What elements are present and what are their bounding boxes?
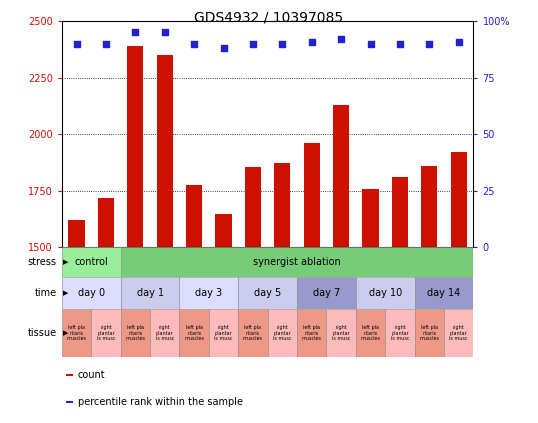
- Point: [102, 41, 110, 47]
- Bar: [392, 177, 408, 423]
- Bar: [66, 374, 73, 376]
- Bar: [186, 185, 202, 423]
- Bar: [157, 55, 173, 423]
- Text: left pla
ntaris
muscles: left pla ntaris muscles: [302, 325, 322, 341]
- Text: GSM1144760: GSM1144760: [279, 250, 285, 297]
- Text: day 7: day 7: [313, 288, 340, 298]
- Text: GSM1144755: GSM1144755: [74, 250, 80, 296]
- Bar: [356, 309, 385, 357]
- Text: right
plantar
is musc: right plantar is musc: [332, 325, 350, 341]
- Text: GDS4932 / 10397085: GDS4932 / 10397085: [194, 11, 344, 25]
- Text: GSM1144762: GSM1144762: [338, 250, 344, 297]
- Text: right
plantar
is musc: right plantar is musc: [391, 325, 409, 341]
- Bar: [180, 309, 209, 357]
- Bar: [245, 167, 261, 423]
- Text: left pla
ntaris
muscles: left pla ntaris muscles: [125, 325, 145, 341]
- Text: synergist ablation: synergist ablation: [253, 257, 341, 267]
- Bar: [415, 309, 444, 357]
- Bar: [98, 198, 114, 423]
- Bar: [297, 309, 327, 357]
- Bar: [385, 309, 415, 357]
- Bar: [68, 220, 84, 423]
- Point: [455, 38, 463, 45]
- Text: left pla
ntaris
muscles: left pla ntaris muscles: [184, 325, 204, 341]
- Text: GSM1144757: GSM1144757: [132, 250, 138, 297]
- Text: right
plantar
is musc: right plantar is musc: [155, 325, 174, 341]
- Text: percentile rank within the sample: percentile rank within the sample: [77, 397, 243, 407]
- Text: ▶: ▶: [63, 330, 68, 336]
- Point: [395, 41, 404, 47]
- Text: GSM1144766: GSM1144766: [456, 250, 462, 297]
- Text: count: count: [77, 370, 105, 379]
- Text: right
plantar
is musc: right plantar is musc: [273, 325, 292, 341]
- Bar: [121, 309, 150, 357]
- Text: GSM1144765: GSM1144765: [367, 250, 373, 297]
- Text: left pla
ntaris
muscles: left pla ntaris muscles: [243, 325, 263, 341]
- Bar: [62, 309, 91, 357]
- Bar: [267, 309, 297, 357]
- Text: left pla
ntaris
muscles: left pla ntaris muscles: [360, 325, 380, 341]
- Text: time: time: [34, 288, 56, 298]
- Bar: [421, 166, 437, 423]
- Text: ▶: ▶: [63, 259, 68, 265]
- Text: day 1: day 1: [137, 288, 164, 298]
- Text: ▶: ▶: [63, 290, 68, 296]
- Bar: [238, 309, 268, 357]
- Bar: [180, 277, 238, 309]
- Bar: [363, 189, 379, 423]
- Text: day 5: day 5: [254, 288, 281, 298]
- Point: [190, 41, 199, 47]
- Bar: [150, 309, 180, 357]
- Bar: [62, 277, 121, 309]
- Text: left pla
ntaris
muscles: left pla ntaris muscles: [67, 325, 87, 341]
- Bar: [297, 277, 356, 309]
- Bar: [356, 277, 415, 309]
- Bar: [274, 162, 291, 423]
- Bar: [327, 309, 356, 357]
- Point: [249, 41, 257, 47]
- Bar: [333, 105, 349, 423]
- Bar: [91, 309, 121, 357]
- Text: GSM1144756: GSM1144756: [162, 250, 168, 297]
- Bar: [209, 309, 238, 357]
- Text: right
plantar
is musc: right plantar is musc: [97, 325, 115, 341]
- Text: control: control: [74, 257, 108, 267]
- Text: day 0: day 0: [77, 288, 105, 298]
- Point: [366, 41, 375, 47]
- Text: GSM1144767: GSM1144767: [426, 250, 433, 297]
- Text: GSM1144764: GSM1144764: [397, 250, 403, 297]
- Text: right
plantar
is musc: right plantar is musc: [449, 325, 468, 341]
- Point: [307, 38, 316, 45]
- Text: day 14: day 14: [427, 288, 461, 298]
- Bar: [121, 277, 180, 309]
- Text: day 3: day 3: [195, 288, 222, 298]
- Point: [220, 45, 228, 52]
- Point: [278, 41, 287, 47]
- Text: tissue: tissue: [27, 328, 56, 338]
- Text: GSM1144754: GSM1144754: [103, 250, 109, 296]
- Text: right
plantar
is musc: right plantar is musc: [214, 325, 233, 341]
- Text: GSM1144763: GSM1144763: [309, 250, 315, 297]
- Bar: [444, 309, 473, 357]
- Point: [160, 29, 169, 36]
- Bar: [216, 214, 232, 423]
- Bar: [415, 277, 473, 309]
- Point: [337, 36, 345, 43]
- Bar: [121, 247, 473, 277]
- Point: [131, 29, 140, 36]
- Text: GSM1144761: GSM1144761: [250, 250, 256, 297]
- Point: [425, 41, 434, 47]
- Text: stress: stress: [27, 257, 56, 267]
- Bar: [128, 46, 144, 423]
- Bar: [66, 401, 73, 403]
- Bar: [451, 152, 467, 423]
- Text: GSM1144759: GSM1144759: [191, 250, 197, 297]
- Bar: [303, 143, 320, 423]
- Text: left pla
ntaris
muscles: left pla ntaris muscles: [419, 325, 440, 341]
- Bar: [62, 247, 121, 277]
- Bar: [238, 277, 297, 309]
- Text: GSM1144758: GSM1144758: [221, 250, 226, 297]
- Point: [72, 41, 81, 47]
- Text: day 10: day 10: [369, 288, 402, 298]
